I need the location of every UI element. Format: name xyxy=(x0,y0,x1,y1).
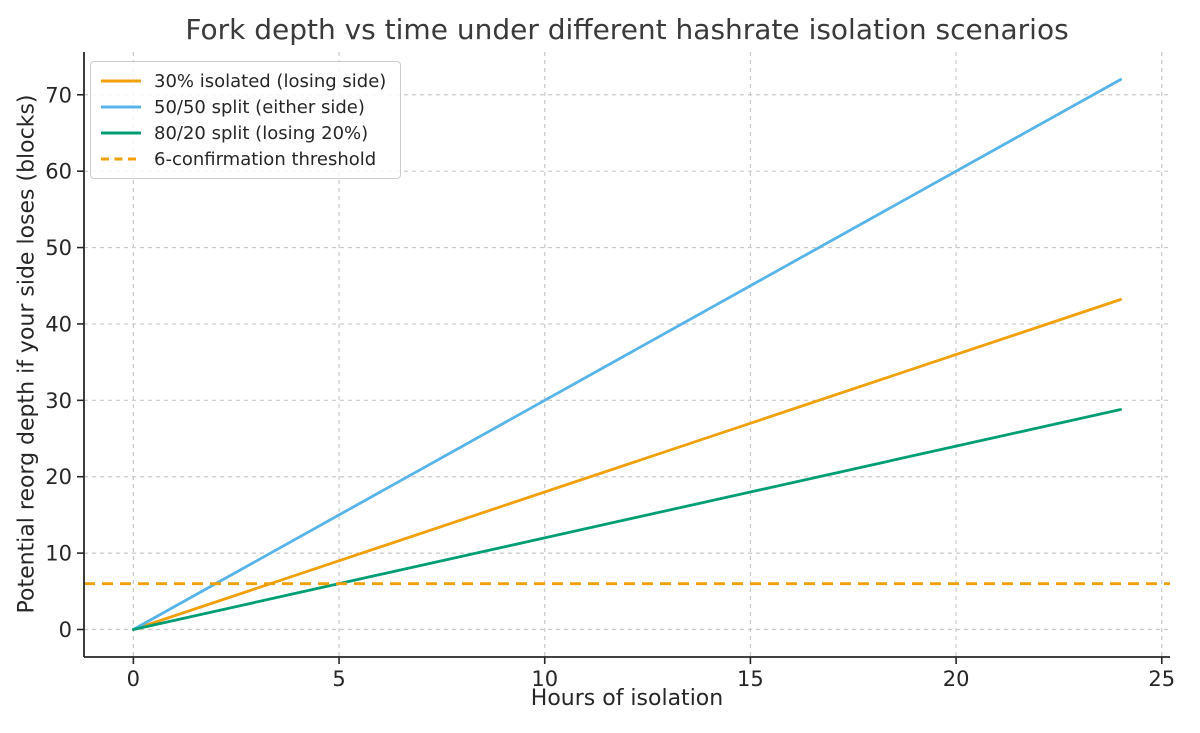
legend-line-icon xyxy=(101,131,141,135)
legend-line-icon xyxy=(101,105,141,109)
y-tick-label: 10 xyxy=(45,542,72,566)
y-tick-label: 70 xyxy=(45,83,72,107)
legend-dashed-line-icon xyxy=(101,157,141,161)
y-axis-label: Potential reorg depth if your side loses… xyxy=(14,94,40,614)
x-tick-label: 25 xyxy=(1148,667,1175,691)
series-line xyxy=(131,298,1123,631)
x-tick-label: 10 xyxy=(531,667,558,691)
y-tick-label: 0 xyxy=(59,618,72,642)
y-tick-label: 30 xyxy=(45,389,72,413)
legend: 30% isolated (losing side) 50/50 split (e… xyxy=(90,61,402,179)
legend-item: 30% isolated (losing side) xyxy=(101,68,386,94)
x-axis-label: Hours of isolation xyxy=(530,686,724,711)
legend-item: 80/20 split (losing 20%) xyxy=(101,120,386,146)
y-tick-label: 20 xyxy=(45,465,72,489)
legend-label: 30% isolated (losing side) xyxy=(154,70,387,92)
y-tick-label: 40 xyxy=(45,312,72,336)
legend-label: 80/20 split (losing 20%) xyxy=(154,122,369,144)
series-line xyxy=(131,408,1123,631)
x-tick-label: 20 xyxy=(943,667,970,691)
y-tick-label: 60 xyxy=(45,160,72,184)
y-tick-label: 50 xyxy=(45,236,72,260)
legend-line-icon xyxy=(101,79,141,83)
legend-item: 6-confirmation threshold xyxy=(101,146,386,172)
series-line xyxy=(131,78,1123,631)
legend-item: 50/50 split (either side) xyxy=(101,94,386,120)
x-tick-label: 15 xyxy=(737,667,764,691)
chart-title: Fork depth vs time under different hashr… xyxy=(185,13,1069,46)
x-tick-label: 0 xyxy=(127,667,140,691)
legend-label: 6-confirmation threshold xyxy=(154,148,377,170)
legend-label: 50/50 split (either side) xyxy=(154,96,365,118)
x-tick-label: 5 xyxy=(332,667,345,691)
